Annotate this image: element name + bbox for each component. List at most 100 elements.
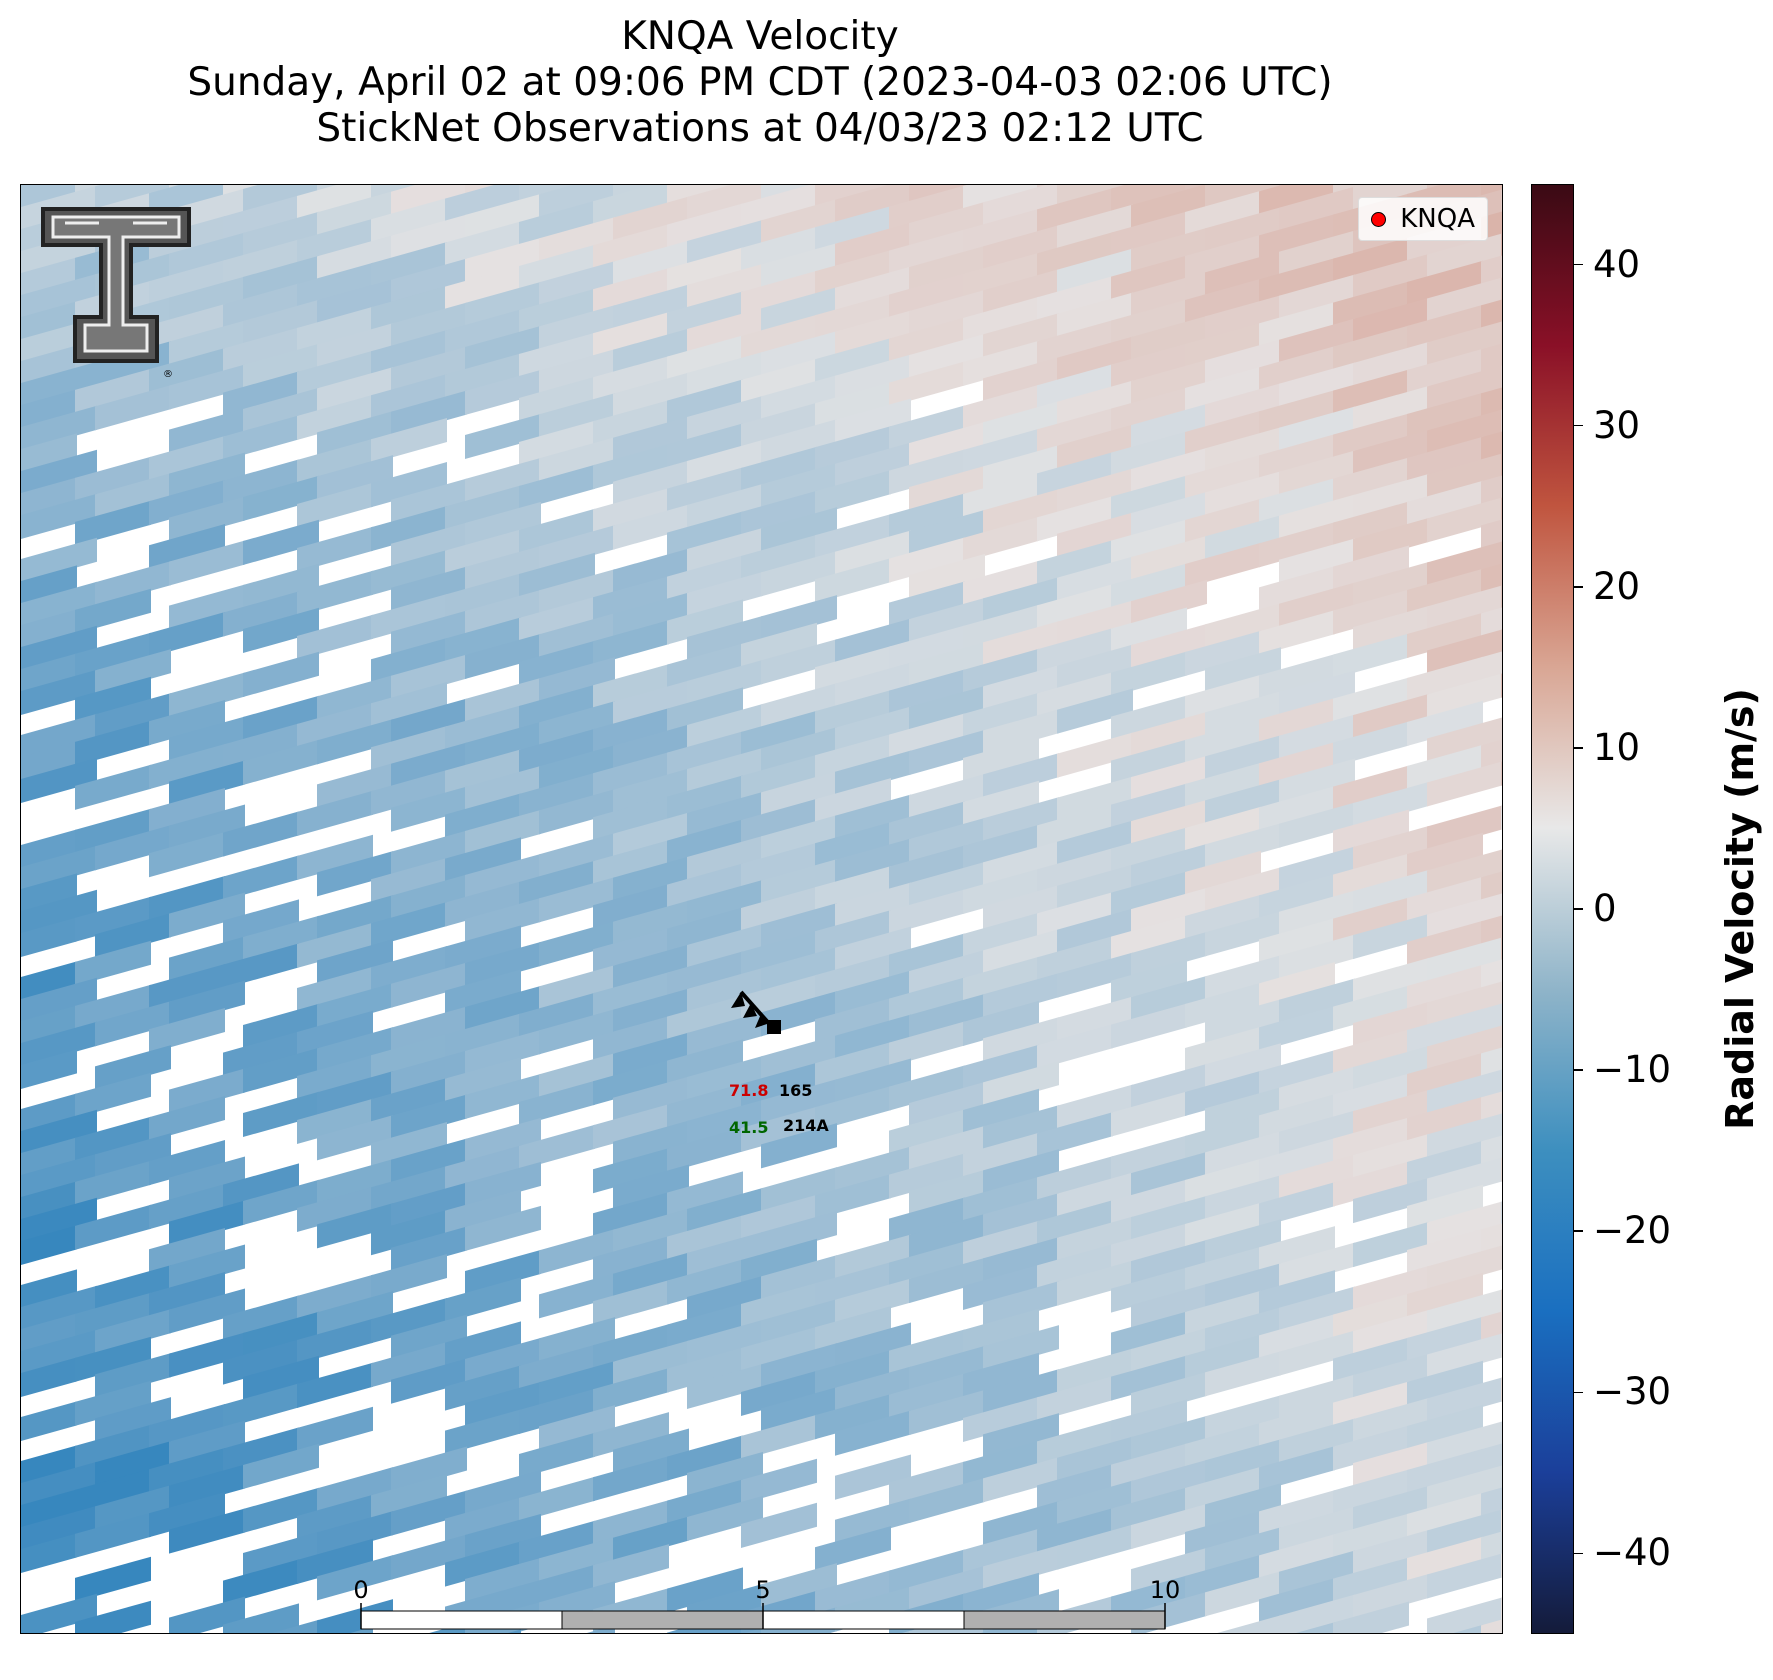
velocity-cell (297, 482, 373, 528)
velocity-cell (761, 1563, 837, 1609)
velocity-cell (1353, 1001, 1429, 1048)
velocity-cell (1037, 232, 1113, 278)
velocity-cell (21, 1329, 97, 1375)
velocity-cell (983, 489, 1059, 535)
scale-segment (360, 1610, 563, 1630)
velocity-cell (1427, 541, 1502, 587)
velocity-cell (21, 1445, 77, 1491)
velocity-cell (371, 858, 447, 904)
velocity-cell (539, 349, 615, 395)
radar-map[interactable]: ® 71.8 165 41.5 214A 0 5 (20, 184, 1503, 1634)
velocity-cell (1407, 656, 1483, 703)
velocity-cell (963, 1440, 1039, 1486)
velocity-cell (1353, 693, 1429, 740)
velocity-cell (149, 1096, 225, 1142)
velocity-cell (983, 665, 1059, 711)
velocity-cell (1353, 913, 1429, 960)
velocity-cell (1481, 1120, 1502, 1166)
velocity-cell (465, 1205, 541, 1252)
velocity-cell (445, 1541, 521, 1587)
velocity-cell (75, 456, 151, 502)
sticknet-station-214A[interactable]: 71.8 165 41.5 214A (729, 990, 829, 1137)
velocity-cell (1057, 204, 1133, 250)
velocity-cell (1205, 1483, 1281, 1529)
velocity-cell (741, 1458, 817, 1504)
velocity-cell (297, 834, 373, 880)
velocity-cell (1333, 413, 1409, 459)
velocity-cell (21, 1153, 97, 1199)
velocity-cell (815, 514, 891, 560)
velocity-cell (613, 1252, 689, 1298)
velocity-cell (1427, 1509, 1502, 1555)
velocity-cell (1131, 1063, 1207, 1110)
velocity-cell (95, 1001, 171, 1047)
velocity-cell (21, 1505, 97, 1551)
velocity-cell (667, 555, 743, 601)
velocity-cell (815, 1042, 891, 1088)
velocity-cell (1279, 890, 1355, 936)
velocity-cell (613, 724, 689, 770)
velocity-cell (835, 750, 911, 796)
velocity-cell (21, 653, 77, 699)
velocity-cell (1259, 1446, 1335, 1492)
velocity-cell (1185, 454, 1261, 501)
velocity-cell (1333, 1029, 1409, 1075)
velocity-cell (371, 374, 447, 420)
velocity-cell (667, 687, 743, 733)
velocity-cell (741, 534, 817, 580)
velocity-cell (963, 208, 1039, 254)
velocity-cell (75, 984, 151, 1030)
velocity-cell (815, 998, 891, 1044)
velocity-cell (1131, 491, 1207, 538)
velocity-cell (1279, 670, 1355, 716)
velocity-cell (21, 1197, 97, 1243)
velocity-cell (1427, 1333, 1502, 1379)
colorbar-tick-label: 20 (1593, 564, 1641, 608)
velocity-cell (761, 595, 837, 641)
velocity-cell (1333, 1161, 1409, 1207)
velocity-cell (371, 1298, 447, 1344)
velocity-cell (963, 516, 1039, 562)
velocity-cell (1259, 478, 1335, 524)
velocity-cell (243, 475, 319, 522)
velocity-cell (1205, 1175, 1281, 1221)
velocity-cell (613, 900, 689, 946)
velocity-cell (1205, 735, 1281, 781)
velocity-cell (223, 899, 299, 945)
velocity-cell (889, 493, 965, 539)
velocity-cell (687, 923, 763, 970)
velocity-cell (613, 1076, 689, 1122)
velocity-cell (667, 379, 743, 425)
velocity-cell (1353, 957, 1429, 1004)
velocity-cell (1111, 255, 1187, 301)
velocity-cell (95, 1441, 171, 1487)
velocity-cell (1131, 931, 1207, 978)
velocity-cell (1185, 190, 1261, 237)
velocity-cell (687, 967, 763, 1014)
velocity-cell (687, 395, 763, 442)
velocity-cell (1333, 237, 1409, 283)
velocity-cell (1279, 274, 1355, 320)
velocity-cell (741, 1414, 817, 1460)
velocity-cell (223, 283, 299, 329)
velocity-cell (297, 966, 373, 1012)
velocity-cell (371, 638, 447, 684)
velocity-cell (371, 946, 447, 992)
velocity-cell (539, 745, 615, 791)
velocity-cell (317, 1291, 393, 1337)
velocity-cell (909, 597, 985, 644)
velocity-cell (1407, 612, 1483, 659)
velocity-cell (1111, 299, 1187, 345)
velocity-cell (889, 1549, 965, 1595)
velocity-cell (687, 351, 763, 398)
velocity-cell (1353, 297, 1429, 344)
velocity-cell (169, 1508, 245, 1554)
legend-label: KNQA (1400, 204, 1475, 234)
velocity-cell (889, 1197, 965, 1243)
velocity-cell (243, 1619, 319, 1633)
velocity-cell (169, 1464, 245, 1510)
velocity-cell (539, 1317, 615, 1363)
velocity-cell (1185, 322, 1261, 369)
velocity-cell (391, 874, 467, 920)
title-line-2: Sunday, April 02 at 09:06 PM CDT (2023-0… (187, 60, 1333, 105)
